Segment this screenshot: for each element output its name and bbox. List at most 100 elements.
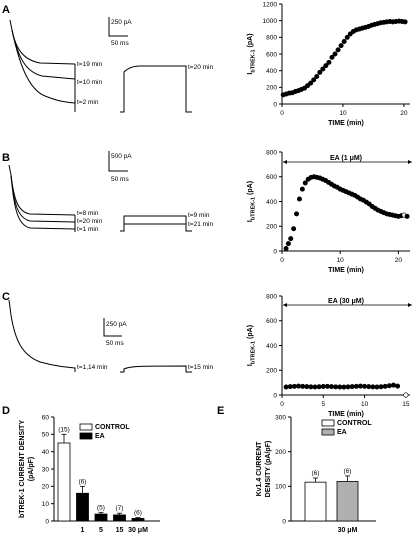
- data-point-a-13: [320, 66, 326, 72]
- data-point-c-2: [291, 383, 297, 389]
- annotation-c: EA (30 μM): [328, 298, 364, 305]
- data-point-c-4: [300, 383, 306, 389]
- scatter-a: 0 200 400 600 800 1000 1200 0 10 20 TIME (min) IbTR…: [247, 1, 410, 127]
- trace-label-a-1: t=10 min: [77, 79, 102, 86]
- ylabel-main-b: I: [247, 220, 254, 222]
- scale-current-b: 500 pA: [111, 153, 132, 160]
- data-point-c-22: [374, 384, 380, 390]
- data-point-c-26: [390, 382, 396, 388]
- ylabel-unit-b: (pA): [247, 181, 254, 197]
- ylabel-line2-d: (pA/pF): [28, 457, 35, 482]
- scale-time-a: 50 ms: [111, 40, 129, 47]
- ylabel-c: IbTREK-1 (pA): [247, 325, 257, 366]
- xtick-label-b-1: 10: [337, 257, 345, 264]
- trace-c-right: [120, 365, 192, 373]
- data-point-c-12: [333, 384, 339, 390]
- traces-a: 250 pA 50 ms t=19 min t=10 min t=2 min t…: [9, 17, 213, 113]
- legend-label-d-1: EA: [95, 433, 105, 440]
- data-point-c-14: [341, 384, 347, 390]
- xtick-label-c-3: 15: [402, 401, 410, 408]
- data-point-c-16: [349, 384, 355, 390]
- ytick-label-b-3: 600: [266, 174, 277, 181]
- data-point-c-28: [403, 392, 409, 398]
- trace-a-t19: [9, 19, 76, 65]
- data-point-a-20: [341, 38, 347, 44]
- data-point-a-40: [402, 19, 408, 25]
- legend-label-d-0: CONTROL: [95, 424, 130, 431]
- data-point-c-17: [353, 383, 359, 389]
- n-label-d-2: (5): [97, 504, 105, 511]
- data-point-a-15: [326, 59, 332, 65]
- scale-time-c: 50 ms: [106, 340, 124, 347]
- annotation-b: EA (1 μM): [330, 155, 362, 162]
- n-label-e-0: (6): [312, 470, 320, 477]
- category-label-d-2: 5: [99, 527, 103, 534]
- trace-b-right-1: [120, 215, 192, 232]
- ytick-label-c-3: 600: [266, 318, 277, 325]
- trace-label-a-2: t=2 min: [77, 99, 99, 106]
- ylabel-e: Kv1.4 CURRENT: [256, 441, 263, 497]
- ytick-label-b-0: 0: [273, 248, 277, 255]
- data-point-c-8: [316, 384, 322, 390]
- xtick-label-c-0: 0: [280, 401, 284, 408]
- ytick-label-d-5: 50: [42, 432, 50, 439]
- trace-label-c-right-0: t=15 min: [188, 364, 213, 371]
- ytick-label-d-3: 30: [42, 466, 50, 473]
- ylabel-b: IbTREK-1 (pA): [247, 181, 257, 222]
- ytick-label-a-1: 200: [266, 85, 277, 92]
- legend-swatch-e-0: [321, 419, 335, 427]
- xlabel-a: TIME (min): [328, 120, 364, 127]
- xlabel-c: TIME (min): [328, 411, 364, 418]
- xtick-label-a-1: 10: [339, 110, 347, 117]
- trace-label-a-0: t=19 min: [77, 61, 102, 68]
- trace-b-spike: [8, 164, 76, 216]
- data-point-c-24: [382, 383, 388, 389]
- data-point-c-1: [287, 384, 293, 390]
- ytick-label-a-2: 400: [266, 68, 277, 75]
- trace-label-b-1: t=20 min: [77, 218, 102, 225]
- ylabel-line2-e: DENSITY (pA/pF): [265, 441, 272, 498]
- trace-label-b-0: t=8 min: [77, 210, 99, 217]
- data-point-c-5: [304, 384, 310, 390]
- ytick-label-d-1: 10: [42, 501, 50, 508]
- trace-b-t1: [10, 174, 76, 230]
- data-point-c-6: [308, 384, 314, 390]
- ylabel-sub-a: bTREK-1: [251, 49, 257, 72]
- data-point-a-17: [332, 51, 338, 57]
- data-point-b-3: [291, 226, 297, 232]
- ytick-label-c-4: 800: [266, 293, 277, 300]
- trace-a-t10: [11, 29, 76, 80]
- annotation-arrow-right-b: [408, 160, 412, 164]
- ytick-label-c-0: 0: [273, 392, 277, 399]
- ylabel-unit-c: (pA): [247, 325, 254, 341]
- ylabel-sub-b: bTREK-1: [251, 197, 257, 220]
- ylabel-main-c: I: [247, 364, 254, 366]
- data-point-c-19: [362, 383, 368, 389]
- ytick-label-d-0: 0: [45, 518, 49, 525]
- category-label-e-1: 30 μM: [338, 527, 358, 534]
- legend-label-e-0: CONTROL: [337, 420, 372, 427]
- data-point-c-7: [312, 384, 318, 390]
- ytick-label-a-6: 1200: [263, 1, 278, 8]
- data-point-b-4: [294, 211, 300, 217]
- data-point-c-15: [345, 384, 351, 390]
- ytick-label-b-4: 800: [266, 149, 277, 156]
- bar-d-0: [57, 442, 71, 522]
- scatter-b: 0 200 400 600 800 0 10 20 TIME (min) IbTREK-1 (pA…: [247, 149, 412, 274]
- data-point-a-19: [338, 43, 344, 49]
- data-point-c-10: [324, 383, 330, 389]
- data-point-b-2: [288, 236, 294, 242]
- bar-e-0: [304, 481, 327, 522]
- scale-current-a: 250 pA: [111, 19, 132, 26]
- ytick-label-b-1: 200: [266, 224, 277, 231]
- ylabel-unit-a: (pA): [247, 33, 254, 49]
- bar-d-1: [76, 492, 89, 522]
- scale-current-c: 250 pA: [106, 321, 127, 328]
- annotation-arrow-left-b: [283, 160, 287, 164]
- data-point-c-11: [329, 384, 335, 390]
- data-point-a-21: [344, 34, 350, 40]
- data-point-c-9: [320, 383, 326, 389]
- data-point-c-27: [395, 383, 401, 389]
- legend-swatch-e-1: [321, 428, 335, 436]
